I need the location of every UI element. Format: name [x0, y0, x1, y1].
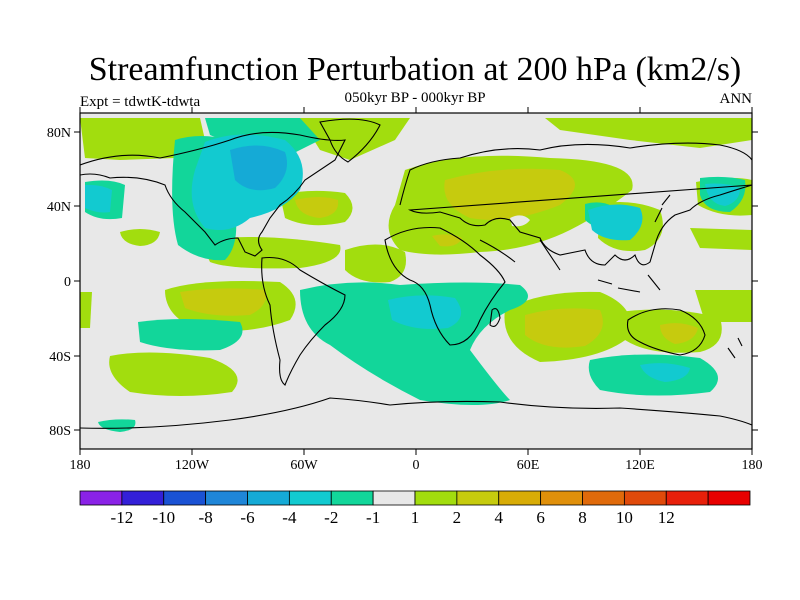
colorbar-swatch [582, 490, 625, 506]
colorbar-label: 12 [658, 508, 675, 527]
colorbar-swatch [288, 490, 332, 506]
lon-ticks [79, 107, 753, 455]
colorbar-swatch [330, 490, 374, 506]
colorbar-label: -1 [366, 508, 380, 527]
lon-label: 120E [625, 458, 655, 473]
colorbar-swatch [623, 490, 667, 506]
colorbar-label: 10 [616, 508, 633, 527]
lon-label: 180 [70, 458, 91, 473]
lon-label: 120W [175, 458, 210, 473]
colorbar-label: 6 [536, 508, 545, 527]
colorbar-swatch [665, 490, 709, 506]
colorbar: -12 -10 -8 -6 -4 -2 -1 1 2 4 6 8 10 12 [79, 490, 751, 527]
lon-label: 60E [517, 458, 540, 473]
strong-positive-regions [180, 168, 698, 348]
colorbar-label: 1 [411, 508, 420, 527]
experiment-label: Expt = tdwtK-tdwta [80, 94, 201, 110]
colorbar-swatch [414, 490, 458, 506]
lat-label: 80N [47, 126, 71, 141]
colorbar-swatch [372, 490, 416, 506]
coastlines [80, 118, 752, 429]
lat-label: 40N [47, 200, 71, 215]
lat-label: 0 [64, 275, 71, 290]
colorbar-label: -10 [152, 508, 175, 527]
lon-label: 0 [413, 458, 420, 473]
colorbar-label: -2 [324, 508, 338, 527]
colorbar-label: -4 [282, 508, 297, 527]
lat-label: 80S [49, 424, 71, 439]
colorbar-swatch [707, 490, 751, 506]
colorbar-label: 4 [495, 508, 504, 527]
contour-field [80, 113, 752, 449]
map-title: Streamfunction Perturbation at 200 hPa (… [88, 51, 742, 88]
colorbar-swatch [247, 490, 290, 506]
colorbar-label: -6 [240, 508, 254, 527]
colorbar-swatch [163, 490, 207, 506]
season-label: ANN [719, 91, 753, 107]
colorbar-swatch [121, 490, 165, 506]
lat-label: 40S [49, 350, 71, 365]
lon-label: 180 [742, 458, 763, 473]
colorbar-swatch [205, 490, 248, 506]
colorbar-swatch [498, 490, 542, 506]
colorbar-label: -12 [111, 508, 134, 527]
colorbar-swatch [79, 490, 123, 506]
colorbar-label: -8 [199, 508, 213, 527]
colorbar-swatch [540, 490, 583, 506]
colorbar-label: 2 [453, 508, 462, 527]
period-subtitle: 050kyr BP - 000kyr BP [344, 90, 486, 106]
core-negative-regions [230, 145, 288, 191]
lon-label: 60W [290, 458, 318, 473]
colorbar-swatch [456, 490, 500, 506]
lat-ticks [74, 131, 758, 431]
colorbar-label: 8 [578, 508, 587, 527]
